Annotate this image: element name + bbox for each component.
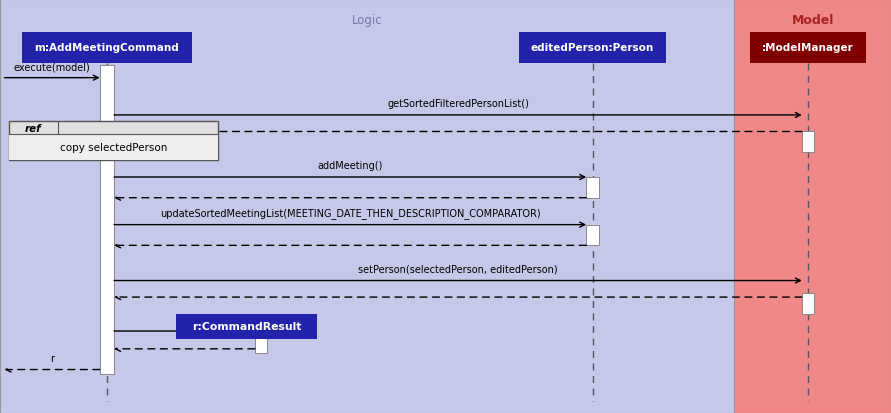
Bar <box>586 178 599 198</box>
Bar <box>586 225 599 246</box>
Text: updateSortedMeetingList(MEETING_DATE_THEN_DESCRIPTION_COMPARATOR): updateSortedMeetingList(MEETING_DATE_THE… <box>159 208 541 219</box>
Text: getSortedFilteredPersonList(): getSortedFilteredPersonList() <box>387 99 529 109</box>
Text: addMeeting(): addMeeting() <box>317 161 383 171</box>
Text: copy selectedPerson: copy selectedPerson <box>60 143 168 153</box>
Text: :ModelManager: :ModelManager <box>763 43 854 53</box>
Bar <box>802 132 814 153</box>
Bar <box>519 33 666 64</box>
Text: ref: ref <box>25 123 42 133</box>
Text: r: r <box>50 353 54 363</box>
Bar <box>734 0 891 413</box>
Bar <box>9 135 218 161</box>
Bar <box>9 122 218 161</box>
Bar <box>176 314 317 339</box>
Bar <box>802 293 814 314</box>
Text: editedPerson:Person: editedPerson:Person <box>531 43 654 53</box>
Bar <box>750 33 866 64</box>
Text: Model: Model <box>791 14 834 27</box>
Bar <box>0 0 734 413</box>
Text: Logic: Logic <box>352 14 382 27</box>
Bar <box>100 66 114 374</box>
Bar <box>22 33 192 64</box>
Text: execute(model): execute(model) <box>13 62 91 72</box>
Text: r:CommandResult: r:CommandResult <box>192 322 301 332</box>
Text: setPerson(selectedPerson, editedPerson): setPerson(selectedPerson, editedPerson) <box>358 264 558 274</box>
Bar <box>255 331 267 353</box>
Text: m:AddMeetingCommand: m:AddMeetingCommand <box>35 43 179 53</box>
